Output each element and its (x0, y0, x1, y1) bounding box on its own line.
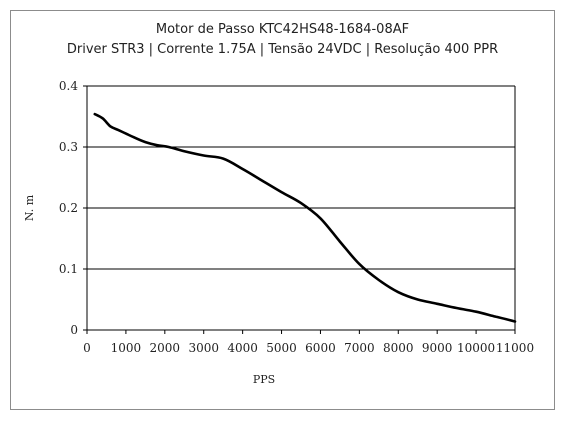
y-tick-label: 0.1 (59, 262, 78, 276)
torque-curve-line (93, 112, 517, 323)
y-tick-label: 0.3 (59, 140, 78, 154)
x-tick-label: 10000 (457, 341, 495, 355)
x-tick-label: 3000 (188, 341, 219, 355)
series-group (93, 112, 517, 323)
x-tick-label: 6000 (305, 341, 336, 355)
y-tick-label: 0.4 (59, 79, 78, 93)
x-axis-label: PPS (253, 373, 275, 386)
chart-title: Motor de Passo KTC42HS48-1684-08AF (155, 22, 410, 37)
y-tick-labels: 0 0.1 0.2 0.3 0.4 (59, 79, 78, 337)
y-tick-label: 0 (70, 323, 78, 337)
x-tick-label: 9000 (422, 341, 453, 355)
y-tick-label: 0.2 (59, 201, 78, 215)
x-tick-label: 11000 (496, 341, 534, 355)
y-axis-label: N. m (23, 194, 36, 221)
gridlines (87, 146, 515, 270)
chart-frame (10, 10, 555, 410)
axes (83, 85, 516, 334)
x-tick-label: 1000 (111, 341, 142, 355)
x-tick-label: 8000 (383, 341, 414, 355)
x-tick-label: 7000 (344, 341, 375, 355)
chart-title-block: Motor de Passo KTC42HS48-1684-08AF Drive… (10, 20, 555, 60)
x-tick-label: 2000 (150, 341, 181, 355)
x-tick-label: 5000 (266, 341, 297, 355)
x-tick-label: 4000 (227, 341, 258, 355)
chart-subtitle: Driver STR3 | Corrente 1.75A | Tensão 24… (66, 42, 499, 57)
x-tick-labels: 0 1000 2000 3000 4000 5000 6000 7000 8000 9000 100… (83, 341, 534, 355)
x-tick-label: 0 (83, 341, 91, 355)
